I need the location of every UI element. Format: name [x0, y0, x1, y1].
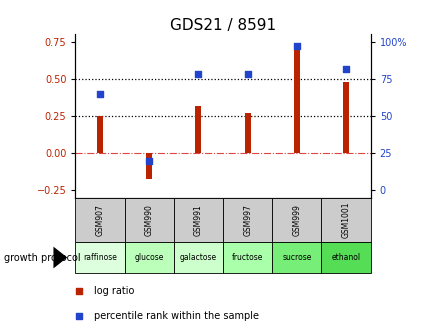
Bar [195, 106, 201, 153]
Bar [223, 242, 272, 273]
Point [96, 91, 103, 96]
Text: GSM907: GSM907 [95, 204, 104, 236]
Text: GSM997: GSM997 [243, 204, 252, 236]
Text: glucose: glucose [134, 253, 163, 262]
Text: GSM999: GSM999 [292, 204, 301, 236]
Point [342, 66, 349, 71]
Bar [321, 198, 370, 242]
Text: growth protocol: growth protocol [4, 252, 81, 263]
Bar [321, 242, 370, 273]
Text: ethanol: ethanol [331, 253, 360, 262]
Bar [173, 242, 223, 273]
Text: GSM991: GSM991 [194, 204, 203, 236]
Bar [97, 116, 103, 153]
Text: log ratio: log ratio [94, 286, 134, 296]
Bar [293, 45, 299, 153]
Bar [124, 242, 173, 273]
Text: sucrose: sucrose [282, 253, 311, 262]
Point [75, 288, 82, 294]
Text: galactose: galactose [179, 253, 216, 262]
Text: percentile rank within the sample: percentile rank within the sample [94, 311, 258, 320]
Bar [146, 153, 152, 179]
Point [293, 43, 300, 49]
Point [244, 72, 251, 77]
Polygon shape [53, 247, 67, 268]
Point [75, 313, 82, 318]
Point [145, 158, 152, 163]
Text: GSM1001: GSM1001 [341, 202, 350, 238]
Bar [124, 198, 173, 242]
Bar [75, 242, 124, 273]
Bar [272, 242, 321, 273]
Bar [223, 198, 272, 242]
Title: GDS21 / 8591: GDS21 / 8591 [169, 18, 276, 33]
Point [194, 72, 201, 77]
Bar [342, 82, 348, 153]
Bar [75, 198, 124, 242]
Text: GSM990: GSM990 [144, 204, 154, 236]
Text: raffinose: raffinose [83, 253, 117, 262]
Bar [272, 198, 321, 242]
Bar [244, 113, 250, 153]
Bar [173, 198, 223, 242]
Text: fructose: fructose [231, 253, 263, 262]
